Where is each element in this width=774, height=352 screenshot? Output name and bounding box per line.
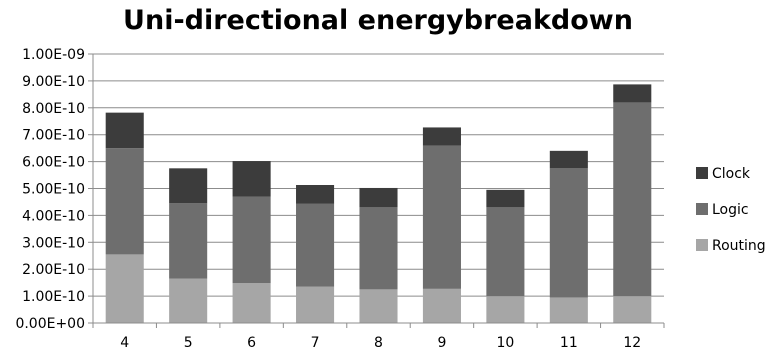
bar-routing-4 — [105, 254, 144, 323]
bar-clock-11 — [549, 150, 588, 169]
x-tick-label: 8 — [374, 335, 383, 351]
bar-logic-7 — [296, 203, 335, 287]
y-tick-label: 1.00E-09 — [22, 47, 85, 63]
x-tick-label: 12 — [623, 335, 641, 351]
legend: Clock Logic Routing — [696, 166, 766, 254]
legend-swatch-routing — [696, 239, 708, 251]
x-tick-label: 6 — [247, 335, 256, 351]
legend-swatch-clock — [696, 167, 708, 179]
bar-clock-12 — [613, 84, 652, 103]
y-tick-label: 9.00E-10 — [22, 74, 85, 90]
bar-routing-8 — [359, 289, 398, 323]
bar-clock-8 — [359, 187, 398, 208]
bar-clock-6 — [232, 161, 271, 197]
bar-logic-10 — [486, 207, 525, 297]
x-tick-label: 5 — [184, 335, 193, 351]
legend-label-clock: Clock — [712, 166, 751, 182]
chart-title: Uni-directional energybreakdown — [123, 5, 633, 36]
bar-routing-11 — [549, 297, 588, 323]
y-tick-label: 1.00E-10 — [22, 289, 85, 305]
y-tick-label: 8.00E-10 — [22, 101, 85, 117]
y-tick-label: 0.00E+00 — [15, 316, 85, 332]
y-tick-label: 3.00E-10 — [22, 235, 85, 251]
x-tick-label: 9 — [437, 335, 446, 351]
x-tick-label: 4 — [120, 335, 129, 351]
bar-logic-11 — [549, 168, 588, 298]
bar-clock-5 — [169, 168, 208, 204]
legend-label-logic: Logic — [712, 202, 749, 218]
x-axis: 4 5 6 7 8 9 10 11 12 — [92, 322, 665, 351]
bar-logic-12 — [613, 102, 652, 297]
x-tick-label: 11 — [560, 335, 578, 351]
bar-routing-10 — [486, 296, 525, 323]
bar-routing-5 — [169, 278, 208, 323]
bars — [105, 84, 652, 323]
y-tick-label: 2.00E-10 — [22, 262, 85, 278]
y-tick-label: 5.00E-10 — [22, 182, 85, 198]
bar-clock-7 — [296, 185, 335, 204]
bar-clock-10 — [486, 189, 525, 208]
bar-routing-9 — [422, 288, 461, 323]
bar-logic-8 — [359, 207, 398, 290]
x-tick-label: 10 — [496, 335, 514, 351]
legend-swatch-logic — [696, 203, 708, 215]
bar-clock-4 — [105, 112, 144, 149]
y-axis: 0.00E+00 1.00E-10 2.00E-10 3.00E-10 4.00E-10… — [15, 47, 94, 332]
bar-logic-5 — [169, 203, 208, 279]
y-tick-label: 4.00E-10 — [22, 208, 85, 224]
y-tick-label: 7.00E-10 — [22, 128, 85, 144]
x-tick-label: 7 — [311, 335, 320, 351]
bar-routing-12 — [613, 296, 652, 323]
bar-logic-6 — [232, 196, 271, 284]
bar-routing-7 — [296, 286, 335, 323]
y-tick-label: 6.00E-10 — [22, 155, 85, 171]
bar-logic-4 — [105, 148, 144, 255]
bar-routing-6 — [232, 283, 271, 323]
bar-logic-9 — [422, 145, 461, 289]
bar-clock-9 — [422, 127, 461, 146]
legend-label-routing: Routing — [712, 238, 766, 254]
